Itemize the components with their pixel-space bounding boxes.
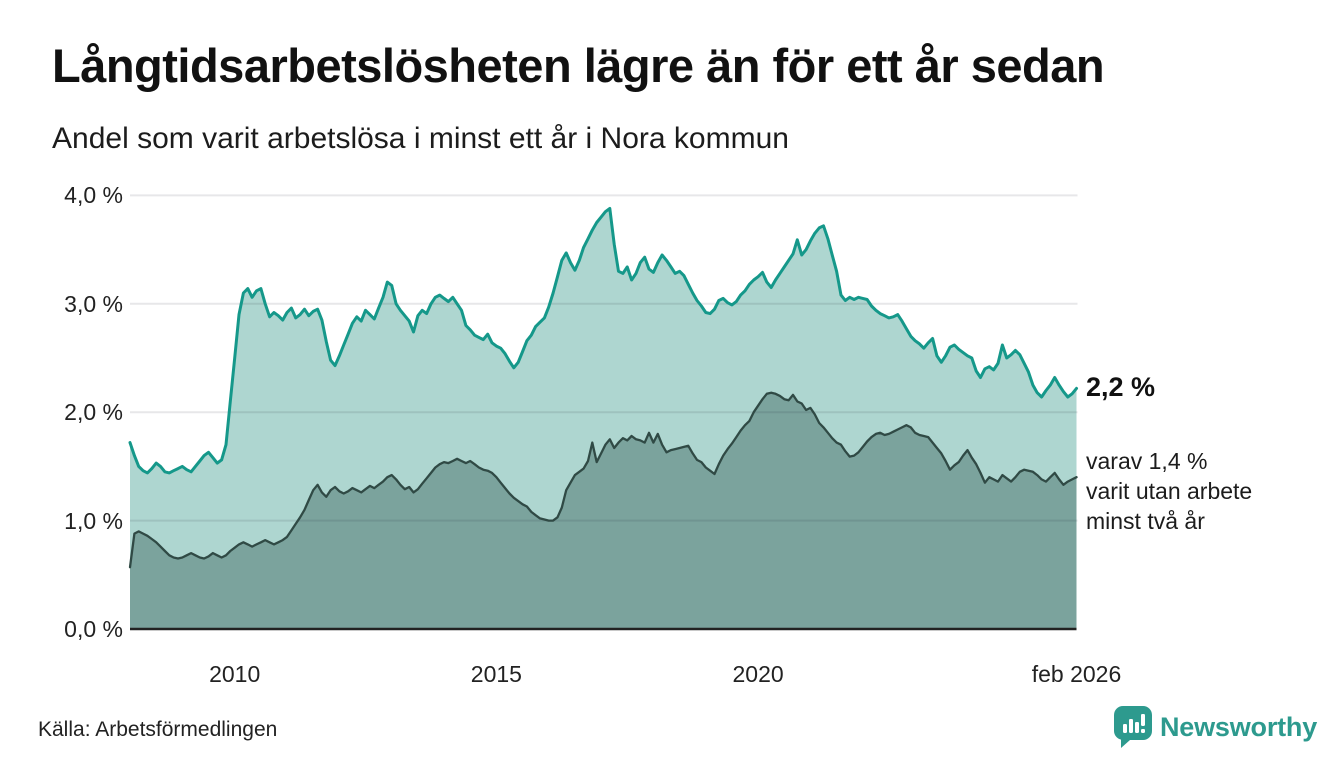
area-fill-two-years — [130, 392, 1077, 629]
x-tick-label: 2020 — [732, 661, 784, 687]
latest-subvalue-line2: varit utan arbete — [1086, 478, 1253, 504]
y-tick-label: 2,0 % — [64, 399, 123, 426]
latest-value-label: 2,2 % — [1086, 372, 1156, 402]
y-tick-label: 4,0 % — [64, 182, 123, 209]
y-tick-label: 3,0 % — [64, 290, 123, 317]
x-tick-label: feb 2026 — [1031, 661, 1122, 687]
chart-subtitle: Andel som varit arbetslösa i minst ett å… — [52, 122, 789, 155]
latest-subvalue-line3: minst två år — [1086, 508, 1205, 534]
x-tick-label: 2010 — [209, 661, 261, 687]
page-title: Långtidsarbetslösheten lägre än för ett … — [52, 39, 1105, 92]
latest-subvalue-line1: varav 1,4 % — [1086, 448, 1208, 474]
latest-subvalue-label: varav 1,4 % varit utan arbete minst två … — [1086, 446, 1252, 536]
brand-logo: Newsworthy — [1114, 706, 1317, 748]
y-tick-label: 1,0 % — [64, 507, 123, 534]
y-tick-label: 0,0 % — [64, 616, 123, 642]
line-two-years — [128, 391, 1078, 569]
source-note: Källa: Arbetsförmedlingen — [38, 718, 278, 741]
newsworthy-icon — [1114, 706, 1152, 748]
x-tick-label: 2015 — [470, 661, 522, 687]
line-one-year — [128, 206, 1078, 475]
brand-wordmark: Newsworthy — [1160, 711, 1318, 742]
